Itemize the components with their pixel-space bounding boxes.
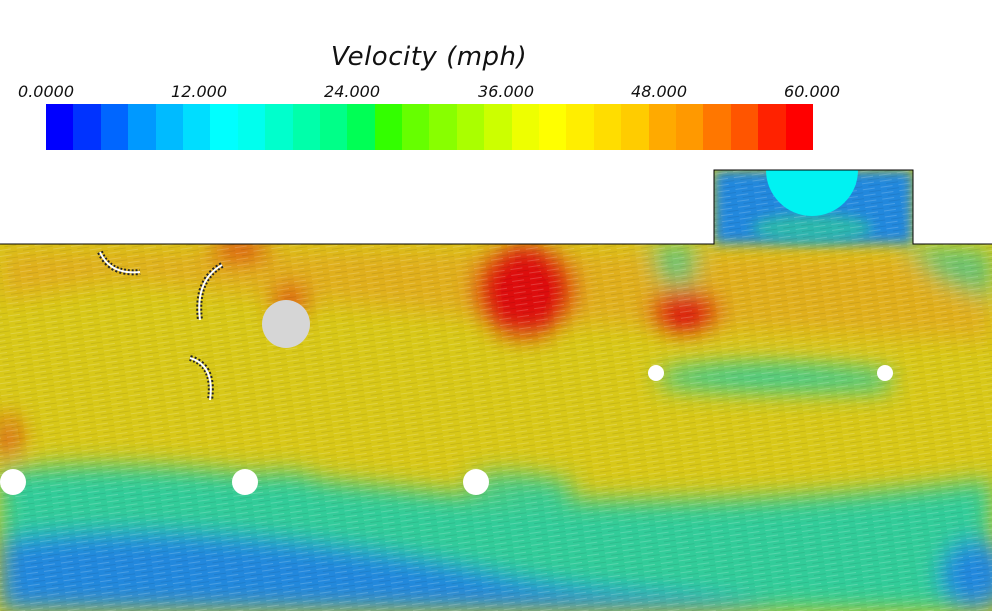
legend-tick-label: 12.000 xyxy=(171,82,227,101)
obstacle xyxy=(877,365,893,381)
velocity-colorbar xyxy=(46,104,813,150)
colorbar-cell xyxy=(374,104,403,150)
colorbar-cell xyxy=(730,104,759,150)
colorbar-cell xyxy=(484,104,512,150)
colorbar-cell xyxy=(593,104,622,150)
colorbar-cell xyxy=(100,104,129,150)
colorbar-cell xyxy=(46,104,74,150)
colorbar-cell xyxy=(648,104,676,150)
colorbar-cell xyxy=(456,104,485,150)
obstacle xyxy=(648,365,664,381)
colorbar-cell xyxy=(703,104,731,150)
colorbar-cell xyxy=(785,104,813,150)
colorbar-cell xyxy=(265,104,293,150)
colorbar-cell xyxy=(402,104,430,150)
domain-boundary xyxy=(0,169,992,245)
colorbar-cell xyxy=(319,104,348,150)
colorbar-cell xyxy=(73,104,101,150)
obstacles xyxy=(0,300,893,495)
colorbar-cell xyxy=(566,104,594,150)
legend-tick-label: 36.000 xyxy=(478,82,534,101)
legend-title: Velocity (mph) xyxy=(330,42,528,72)
colorbar-cell xyxy=(511,104,540,150)
obstacle xyxy=(463,469,489,495)
legend-tick-label: 0.0000 xyxy=(18,82,74,101)
colorbar-cell xyxy=(347,104,375,150)
colorbar-cell xyxy=(675,104,704,150)
inlet-opening xyxy=(766,170,858,216)
colorbar-cell xyxy=(758,104,786,150)
colorbar-cell xyxy=(237,104,266,150)
legend-tick-label: 24.000 xyxy=(324,82,380,101)
colorbar-cell xyxy=(292,104,320,150)
colorbar-cell xyxy=(128,104,156,150)
obstacle xyxy=(232,469,258,495)
legend-tick-label: 60.000 xyxy=(784,82,840,101)
obstacle xyxy=(0,469,26,495)
colorbar-cell xyxy=(621,104,649,150)
colorbar-cell xyxy=(155,104,183,150)
flow-domain xyxy=(0,170,992,611)
colorbar-cell xyxy=(182,104,211,150)
colorbar-cell xyxy=(539,104,567,150)
legend-tick-label: 48.000 xyxy=(631,82,687,101)
colorbar-cell xyxy=(210,104,238,150)
large-obstacle xyxy=(262,300,310,348)
colorbar-cell xyxy=(429,104,457,150)
streamline-texture xyxy=(0,170,992,611)
